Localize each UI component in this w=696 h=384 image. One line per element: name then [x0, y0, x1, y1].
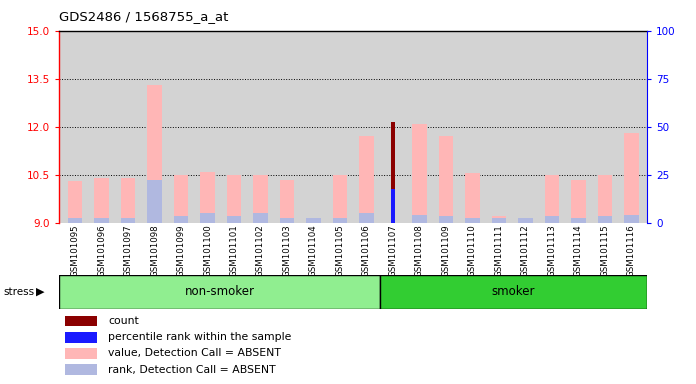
- Bar: [545, 216, 559, 223]
- Bar: [391, 189, 395, 223]
- Bar: [359, 213, 374, 223]
- Bar: [148, 180, 161, 223]
- Bar: [333, 175, 347, 223]
- Bar: [174, 216, 189, 223]
- Text: count: count: [108, 316, 139, 326]
- Bar: [68, 181, 82, 223]
- Bar: [120, 178, 135, 223]
- Text: smoker: smoker: [492, 285, 535, 298]
- Bar: [227, 175, 242, 223]
- Bar: [545, 175, 559, 223]
- Bar: [148, 85, 161, 223]
- Bar: [280, 180, 294, 223]
- Bar: [59, 275, 380, 309]
- Bar: [518, 218, 532, 223]
- Bar: [624, 133, 639, 223]
- Bar: [333, 218, 347, 223]
- Bar: [65, 332, 97, 343]
- Text: value, Detection Call = ABSENT: value, Detection Call = ABSENT: [108, 349, 281, 359]
- Bar: [253, 213, 268, 223]
- Bar: [624, 215, 639, 223]
- Bar: [438, 216, 453, 223]
- Bar: [391, 122, 395, 223]
- Bar: [200, 213, 215, 223]
- Bar: [306, 218, 321, 223]
- Bar: [438, 136, 453, 223]
- Bar: [120, 218, 135, 223]
- Bar: [65, 364, 97, 375]
- Bar: [94, 218, 109, 223]
- Bar: [598, 216, 612, 223]
- Text: rank, Detection Call = ABSENT: rank, Detection Call = ABSENT: [108, 365, 276, 375]
- Bar: [412, 124, 427, 223]
- Bar: [174, 175, 189, 223]
- Bar: [94, 178, 109, 223]
- Bar: [571, 180, 586, 223]
- Bar: [598, 175, 612, 223]
- Bar: [465, 173, 480, 223]
- Bar: [491, 216, 506, 223]
- Bar: [253, 175, 268, 223]
- Text: percentile rank within the sample: percentile rank within the sample: [108, 333, 292, 343]
- Bar: [465, 218, 480, 223]
- Text: GDS2486 / 1568755_a_at: GDS2486 / 1568755_a_at: [59, 10, 228, 23]
- Bar: [571, 218, 586, 223]
- Bar: [518, 218, 532, 223]
- Bar: [306, 218, 321, 223]
- Bar: [359, 136, 374, 223]
- Bar: [380, 275, 647, 309]
- Bar: [412, 215, 427, 223]
- Text: ▶: ▶: [36, 287, 45, 297]
- Bar: [65, 348, 97, 359]
- Bar: [227, 216, 242, 223]
- Bar: [65, 316, 97, 326]
- Text: stress: stress: [3, 287, 35, 297]
- Text: non-smoker: non-smoker: [184, 285, 255, 298]
- Bar: [200, 172, 215, 223]
- Bar: [280, 218, 294, 223]
- Bar: [68, 218, 82, 223]
- Bar: [491, 218, 506, 223]
